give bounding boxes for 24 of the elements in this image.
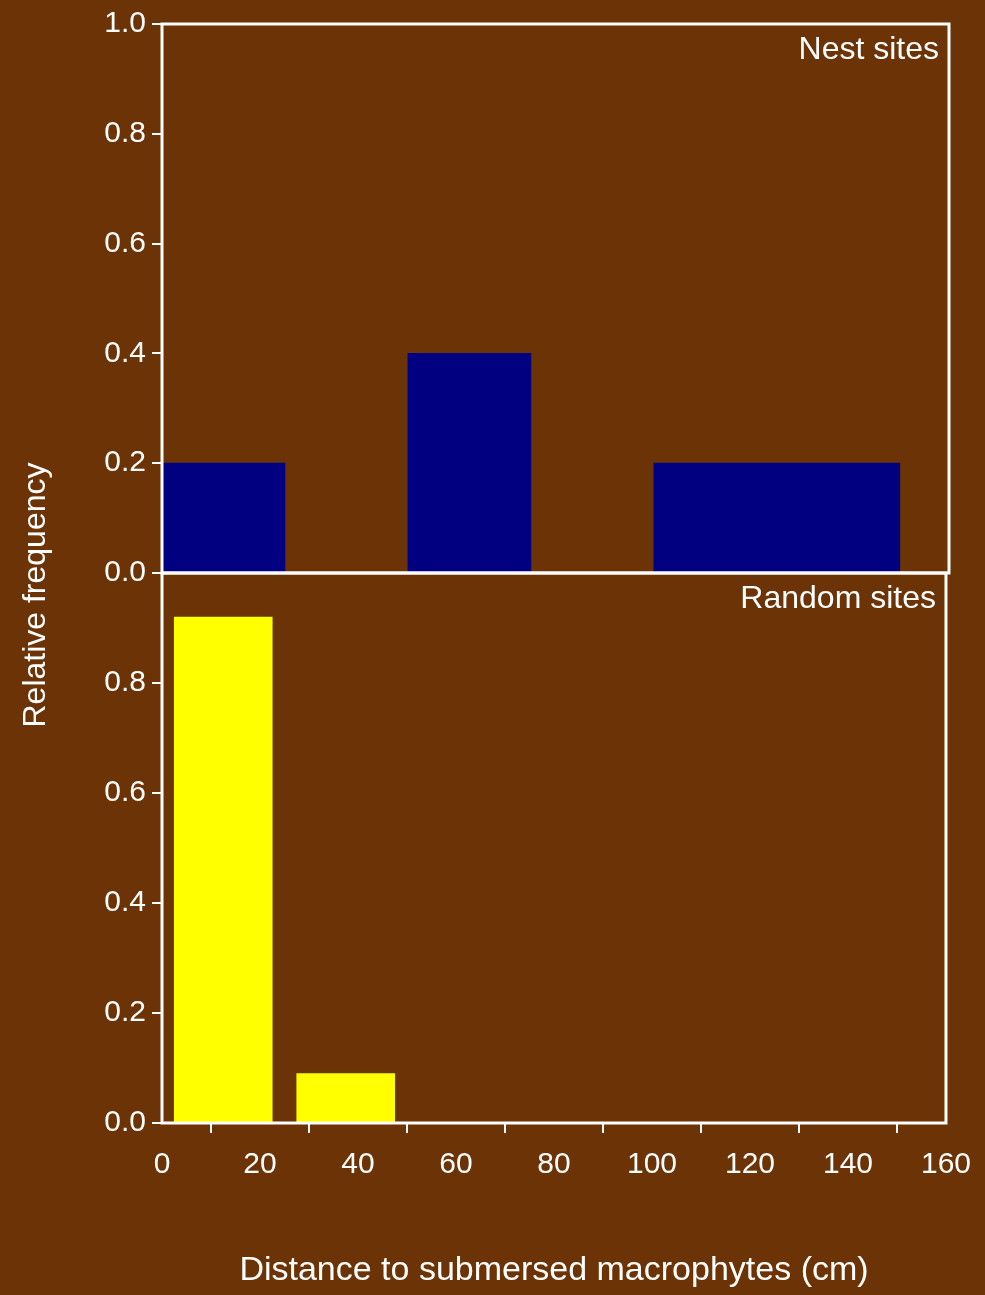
- y-tick-label: 1.0: [104, 5, 146, 39]
- x-tick-label: 100: [626, 1146, 678, 1180]
- x-tick-label: 160: [920, 1146, 971, 1180]
- chart-title: Nest sites: [798, 29, 939, 66]
- y-tick-label: 0.6: [104, 224, 146, 258]
- x-tick-label: 40: [341, 1146, 375, 1180]
- y-tick-label: 0.4: [104, 334, 146, 368]
- y-tick-label: 0.4: [104, 884, 146, 918]
- chart-title: Random sites: [740, 578, 936, 615]
- y-axis-title: Relative frequency: [15, 462, 53, 728]
- x-axis-title: Distance to submersed macrophytes (cm): [239, 1248, 869, 1287]
- y-tick-label: 0.0: [104, 554, 146, 588]
- x-tick-label: 140: [822, 1146, 874, 1180]
- x-tick-label: 20: [243, 1146, 277, 1180]
- y-tick-label: 0.0: [104, 1104, 146, 1138]
- x-tick-label: 60: [439, 1146, 473, 1180]
- y-tick-label: 0.2: [104, 444, 146, 478]
- y-tick-label: 0.2: [104, 994, 146, 1028]
- x-tick-label: 0: [153, 1146, 171, 1180]
- x-tick-label: 80: [537, 1146, 571, 1180]
- y-tick-label: 0.8: [104, 115, 146, 149]
- y-tick-label: 0.6: [104, 774, 146, 808]
- x-tick-label: 120: [724, 1146, 776, 1180]
- y-tick-label: 0.8: [104, 664, 146, 698]
